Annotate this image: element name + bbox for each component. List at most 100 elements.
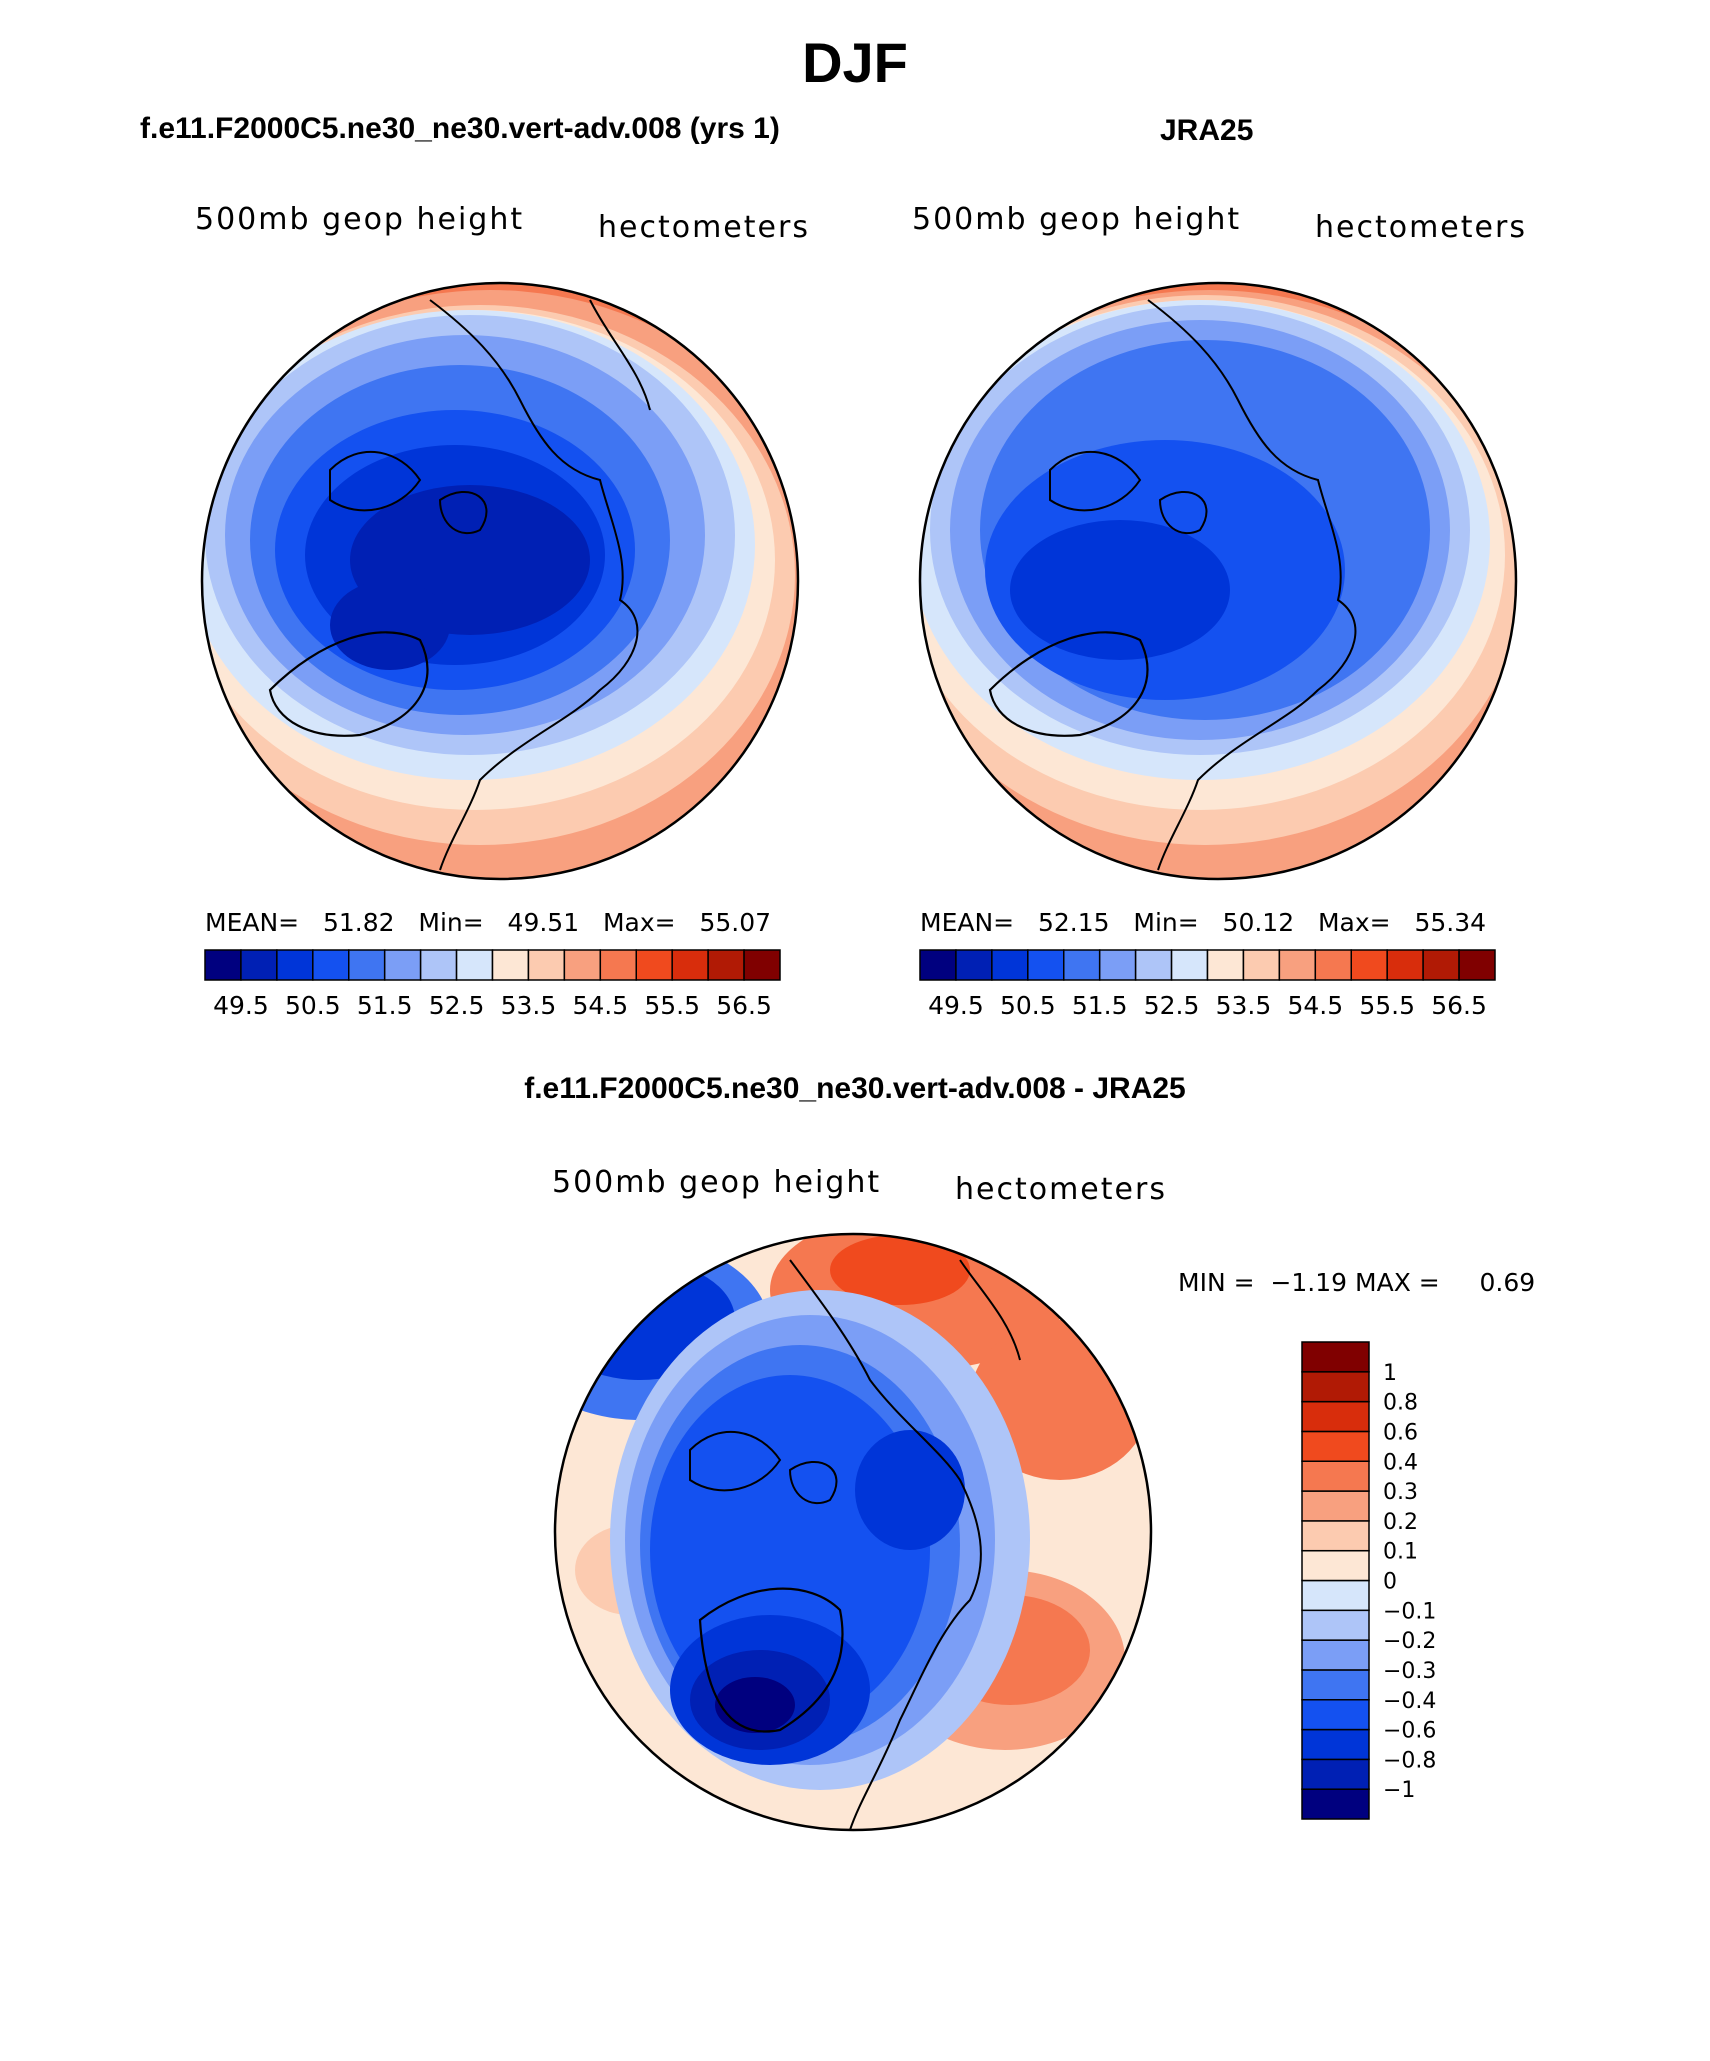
model-max-value: 55.07 [699, 908, 772, 937]
map-fill [330, 580, 450, 670]
diff-colorbar-swatch [1301, 1728, 1370, 1761]
obs-colorbar-swatch [1242, 949, 1281, 981]
obs-map [918, 281, 1518, 881]
model-colorbar-swatch [419, 949, 458, 981]
obs-colorbar-swatch [1422, 949, 1460, 981]
obs-max-label: Max= [1317, 908, 1391, 937]
model-min-value: 49.51 [507, 908, 580, 937]
obs-panel-title: JRA25 [1160, 114, 1254, 147]
diff-colorbar-tick-label: −0.3 [1383, 1659, 1436, 1684]
coastline [988, 631, 1149, 737]
diff-colorbar-tick-label: −0.1 [1383, 1599, 1436, 1624]
obs-colorbar-swatch [1458, 949, 1496, 981]
obs-field-label: 500mb geop height [912, 202, 1242, 237]
diff-colorbar-tick-label: −1 [1383, 1778, 1415, 1803]
coastline [689, 1431, 838, 1505]
obs-colorbar-swatch [1027, 949, 1065, 981]
model-colorbar-swatch [563, 949, 602, 981]
obs-colorbar-swatch [1386, 949, 1424, 981]
coastline [698, 1587, 844, 1733]
coastline [268, 631, 429, 737]
diff-stats: MIN = −1.19 MAX = 0.69 [1178, 1268, 1535, 1297]
model-colorbar-swatch [455, 949, 494, 981]
diff-colorbar-swatch [1301, 1460, 1370, 1492]
model-colorbar-tick-label: 51.5 [357, 991, 413, 1020]
diff-colorbar-tick-label: 0 [1383, 1570, 1397, 1595]
coastline [429, 299, 639, 871]
diff-colorbar-tick-label: 0.2 [1383, 1510, 1418, 1535]
diff-colorbar-tick-label: −0.4 [1383, 1689, 1436, 1714]
diff-max-label: MAX = [1355, 1268, 1440, 1297]
obs-colorbar-swatch [919, 949, 957, 981]
diff-units-label: hectometers [955, 1172, 1167, 1207]
model-colorbar-swatch [348, 949, 386, 981]
diff-colorbar-swatch [1301, 1520, 1370, 1552]
diff-colorbar-swatch [1301, 1609, 1370, 1641]
diff-colorbar-swatch [1301, 1788, 1370, 1820]
diff-colorbar-swatch [1301, 1430, 1370, 1462]
obs-colorbar-swatch [1206, 949, 1245, 981]
model-colorbar-tick-label: 53.5 [501, 991, 557, 1020]
model-map [200, 281, 800, 881]
obs-min-label: Min= [1133, 908, 1199, 937]
obs-colorbar-swatch [1134, 949, 1173, 981]
map-fill [855, 1430, 965, 1550]
diff-colorbar-tick-label: −0.8 [1383, 1748, 1436, 1773]
diff-colorbar-swatch [1301, 1639, 1370, 1671]
obs-colorbar-swatch [1063, 949, 1101, 981]
map-boundary [918, 281, 1518, 881]
obs-colorbar-swatch [1098, 949, 1137, 981]
obs-max-value: 55.34 [1414, 908, 1487, 937]
model-colorbar-tick-label: 55.5 [644, 991, 700, 1020]
model-colorbar-swatch [599, 949, 637, 981]
obs-colorbar-tick-label: 52.5 [1144, 991, 1200, 1020]
model-colorbar-swatch [635, 949, 673, 981]
diff-colorbar-tick-label: 0.3 [1383, 1480, 1418, 1505]
model-colorbar-swatch [383, 949, 422, 981]
model-colorbar-swatch [276, 949, 314, 981]
model-units-label: hectometers [598, 210, 810, 245]
model-colorbar-tick-label: 54.5 [572, 991, 628, 1020]
model-colorbar-swatch [240, 949, 278, 981]
diff-colorbar-swatch [1301, 1549, 1370, 1582]
model-mean-value: 51.82 [322, 908, 395, 937]
model-stats: MEAN= 51.82 Min= 49.51 Max= 55.07 [205, 908, 771, 937]
model-colorbar-swatch [707, 949, 745, 981]
model-colorbar-swatch [671, 949, 709, 981]
diff-colorbar-swatch [1301, 1490, 1370, 1522]
obs-mean-value: 52.15 [1037, 908, 1110, 937]
figure-title: DJF [802, 31, 908, 94]
diff-min-label: MIN = [1178, 1268, 1255, 1297]
diff-colorbar-tick-label: 0.6 [1383, 1420, 1418, 1445]
obs-min-value: 50.12 [1222, 908, 1295, 937]
diff-colorbar-tick-label: −0.6 [1383, 1719, 1436, 1744]
obs-colorbar-swatch [991, 949, 1029, 981]
obs-colorbar-tick-label: 49.5 [928, 991, 984, 1020]
map-boundary [553, 1232, 1153, 1832]
obs-stats: MEAN= 52.15 Min= 50.12 Max= 55.34 [920, 908, 1486, 937]
obs-colorbar-swatch [1170, 949, 1209, 981]
coastline [1049, 451, 1208, 535]
model-min-label: Min= [418, 908, 484, 937]
diff-colorbar-tick-label: 0.1 [1383, 1540, 1418, 1565]
model-colorbar-swatch [204, 949, 242, 981]
obs-colorbar: 49.5 50.5 51.5 52.5 53.5 54.5 55.5 56.5 [919, 949, 1496, 1020]
model-colorbar-tick-label: 52.5 [429, 991, 485, 1020]
diff-colorbar-swatch [1301, 1758, 1370, 1790]
diff-colorbar-swatch [1301, 1341, 1370, 1373]
diff-max-value: 0.69 [1479, 1268, 1536, 1297]
diff-colorbar-tick-label: 0.4 [1383, 1450, 1418, 1475]
model-colorbar-swatch [527, 949, 566, 981]
diff-colorbar-swatch [1301, 1669, 1370, 1701]
obs-colorbar-swatch [1314, 949, 1352, 981]
coastline [1147, 299, 1357, 871]
obs-colorbar-tick-label: 54.5 [1287, 991, 1343, 1020]
model-colorbar-tick-label: 49.5 [213, 991, 269, 1020]
model-max-label: Max= [602, 908, 676, 937]
obs-colorbar-tick-label: 50.5 [1000, 991, 1056, 1020]
diff-colorbar-swatch [1301, 1579, 1370, 1612]
diff-colorbar-tick-label: 1 [1383, 1361, 1397, 1386]
diff-field-label: 500mb geop height [552, 1165, 882, 1200]
obs-colorbar-tick-label: 51.5 [1072, 991, 1128, 1020]
